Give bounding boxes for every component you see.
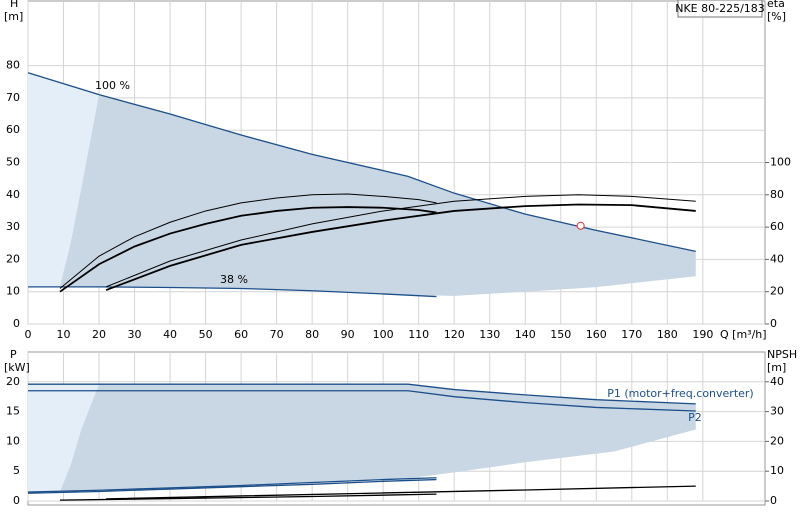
y-tick-label: 10 (6, 285, 20, 298)
x-tick-label: 50 (199, 328, 213, 341)
y2-tick-label: 60 (770, 220, 784, 233)
x-tick-label: 130 (479, 328, 500, 341)
operating-area (28, 72, 100, 287)
x-tick-label: 140 (515, 328, 536, 341)
y-tick-label: 5 (13, 464, 20, 477)
curve (27, 72, 696, 252)
y-tick-label: 0 (13, 317, 20, 330)
x-tick-label: 180 (657, 328, 678, 341)
y2-axis-label: eta (767, 0, 785, 10)
y2-axis-label: NPSH (767, 348, 797, 361)
curve-label: P2 (688, 411, 702, 424)
y-tick-label: 70 (6, 91, 20, 104)
curve (59, 493, 437, 501)
curve (27, 477, 437, 493)
y-tick-label: 0 (13, 494, 20, 507)
y2-tick-label: 20 (770, 434, 784, 447)
y2-tick-label: 30 (770, 405, 784, 418)
title-box (677, 0, 763, 18)
y-tick-label: 80 (6, 59, 20, 72)
y-tick-label: 50 (6, 156, 20, 169)
x-tick-label: 70 (270, 328, 284, 341)
x-tick-label: 170 (621, 328, 642, 341)
x-tick-label: 160 (586, 328, 607, 341)
y-tick-label: 20 (6, 375, 20, 388)
y-axis-label: [kW] (4, 361, 30, 374)
y-tick-label: 40 (6, 188, 20, 201)
y2-tick-label: 10 (770, 464, 784, 477)
x-tick-label: 100 (373, 328, 394, 341)
operating-area (59, 384, 696, 493)
y2-tick-label: 40 (770, 252, 784, 265)
y2-tick-label: 0 (770, 317, 777, 330)
y2-tick-label: 80 (770, 188, 784, 201)
y-tick-label: 10 (6, 434, 20, 447)
x-tick-label: 0 (25, 328, 32, 341)
x-tick-label: 30 (128, 328, 142, 341)
duty-point (576, 221, 585, 230)
curve (28, 383, 696, 405)
y-tick-label: 60 (6, 123, 20, 136)
curve (28, 286, 437, 298)
plot-layer: 0 10 20 30 40 50 60 70 80 90 100 110 120 130 140 150 160… (4, 0, 797, 507)
curve-annotation: 38 % (220, 273, 248, 286)
y-axis-label: [m] (4, 10, 23, 23)
operating-area (59, 94, 696, 296)
y-tick-label: 15 (6, 405, 20, 418)
x-axis-label: Q [m³/h] (720, 328, 767, 341)
y-axis-label: H (10, 0, 18, 10)
curve-annotation: 100 % (95, 79, 130, 92)
y2-axis-label: [m] (767, 361, 786, 374)
curve (27, 478, 437, 494)
y-tick-label: 30 (6, 220, 20, 233)
operating-area (28, 384, 100, 493)
curve (59, 206, 437, 293)
x-tick-label: 80 (305, 328, 319, 341)
y2-tick-label: 0 (770, 494, 777, 507)
y2-axis-label: [%] (767, 10, 786, 23)
curve (59, 193, 437, 289)
x-tick-label: 90 (341, 328, 355, 341)
x-tick-label: 20 (92, 328, 106, 341)
x-tick-label: 10 (57, 328, 71, 341)
x-tick-label: 150 (550, 328, 571, 341)
y-axis-label: P (10, 348, 17, 361)
x-tick-label: 60 (234, 328, 248, 341)
chart-title: NKE 80-225/183 (675, 2, 765, 15)
y2-tick-label: 100 (770, 156, 791, 169)
curve (106, 485, 696, 500)
y2-tick-label: 40 (770, 375, 784, 388)
y-tick-label: 20 (6, 252, 20, 265)
x-tick-label: 40 (163, 328, 177, 341)
curve (28, 390, 696, 412)
y2-tick-label: 20 (770, 285, 784, 298)
x-tick-label: 190 (692, 328, 713, 341)
curve (105, 194, 696, 288)
curve (105, 203, 696, 291)
curve-label: P1 (motor+freq.converter) (607, 387, 754, 400)
x-tick-label: 120 (444, 328, 465, 341)
x-tick-label: 110 (408, 328, 429, 341)
